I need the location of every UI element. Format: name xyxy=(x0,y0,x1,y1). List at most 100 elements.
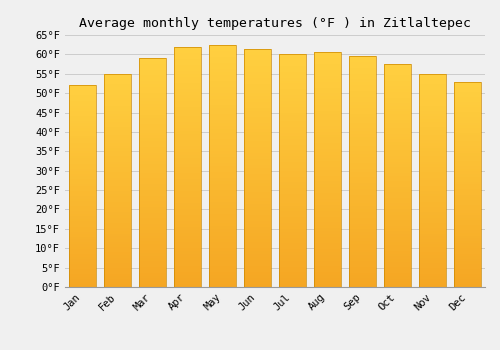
Bar xyxy=(350,229,376,232)
Bar xyxy=(314,93,340,96)
Bar xyxy=(314,161,340,164)
Bar xyxy=(140,98,166,101)
Bar xyxy=(210,111,236,114)
Bar xyxy=(244,189,270,192)
Bar xyxy=(384,181,410,184)
Bar xyxy=(104,191,130,194)
Bar xyxy=(280,150,305,153)
Bar xyxy=(104,252,130,255)
Bar xyxy=(244,147,270,150)
Bar xyxy=(280,69,305,72)
Bar xyxy=(384,212,410,215)
Bar xyxy=(140,250,166,253)
Bar xyxy=(280,54,305,287)
Bar xyxy=(280,104,305,107)
Bar xyxy=(314,202,340,205)
Bar xyxy=(210,260,236,263)
Bar xyxy=(244,87,270,90)
Bar xyxy=(244,114,270,117)
Bar xyxy=(244,236,270,239)
Bar xyxy=(314,155,340,158)
Bar xyxy=(420,276,446,279)
Bar xyxy=(454,238,480,241)
Bar xyxy=(280,145,305,147)
Bar xyxy=(244,174,270,177)
Bar xyxy=(70,141,96,144)
Bar xyxy=(210,232,236,236)
Bar xyxy=(104,266,130,268)
Bar xyxy=(244,49,270,287)
Bar xyxy=(314,61,340,64)
Bar xyxy=(70,282,96,285)
Bar xyxy=(70,116,96,118)
Bar xyxy=(280,89,305,92)
Bar xyxy=(140,178,166,181)
Bar xyxy=(384,84,410,86)
Bar xyxy=(210,223,236,226)
Bar xyxy=(244,129,270,132)
Bar xyxy=(140,107,166,110)
Bar xyxy=(104,268,130,271)
Bar xyxy=(244,141,270,144)
Bar xyxy=(174,83,201,86)
Bar xyxy=(384,100,410,103)
Bar xyxy=(454,115,480,118)
Bar xyxy=(384,284,410,287)
Bar xyxy=(174,128,201,131)
Bar xyxy=(70,234,96,237)
Bar xyxy=(420,188,446,191)
Bar xyxy=(70,133,96,136)
Bar xyxy=(454,279,480,282)
Bar xyxy=(244,242,270,245)
Bar xyxy=(140,216,166,218)
Bar xyxy=(350,244,376,247)
Bar xyxy=(384,81,410,84)
Bar xyxy=(174,125,201,128)
Bar xyxy=(280,188,305,191)
Bar xyxy=(314,129,340,132)
Bar xyxy=(104,135,130,138)
Bar xyxy=(174,269,201,272)
Bar xyxy=(280,205,305,209)
Bar xyxy=(314,91,340,93)
Bar xyxy=(140,224,166,227)
Bar xyxy=(314,158,340,161)
Bar xyxy=(244,90,270,93)
Bar xyxy=(244,51,270,55)
Bar xyxy=(384,192,410,195)
Bar xyxy=(384,86,410,89)
Bar xyxy=(280,191,305,194)
Bar xyxy=(140,124,166,127)
Bar xyxy=(174,86,201,89)
Bar xyxy=(280,252,305,255)
Bar xyxy=(244,204,270,206)
Bar xyxy=(280,197,305,200)
Bar xyxy=(350,192,376,195)
Bar xyxy=(280,156,305,159)
Bar xyxy=(350,108,376,111)
Bar xyxy=(244,284,270,287)
Bar xyxy=(104,173,130,175)
Bar xyxy=(104,258,130,260)
Bar xyxy=(140,196,166,198)
Bar xyxy=(420,167,446,170)
Bar xyxy=(70,153,96,156)
Bar xyxy=(70,148,96,151)
Bar xyxy=(454,231,480,233)
Bar xyxy=(350,157,376,160)
Bar xyxy=(210,145,236,148)
Bar xyxy=(454,82,480,287)
Bar xyxy=(454,153,480,156)
Bar xyxy=(314,264,340,266)
Bar xyxy=(280,209,305,211)
Bar xyxy=(420,255,446,258)
Bar xyxy=(210,133,236,135)
Bar xyxy=(140,221,166,224)
Bar xyxy=(314,217,340,219)
Bar xyxy=(420,252,446,255)
Bar xyxy=(244,102,270,105)
Bar xyxy=(140,273,166,275)
Bar xyxy=(140,138,166,141)
Bar xyxy=(350,105,376,108)
Bar xyxy=(244,81,270,84)
